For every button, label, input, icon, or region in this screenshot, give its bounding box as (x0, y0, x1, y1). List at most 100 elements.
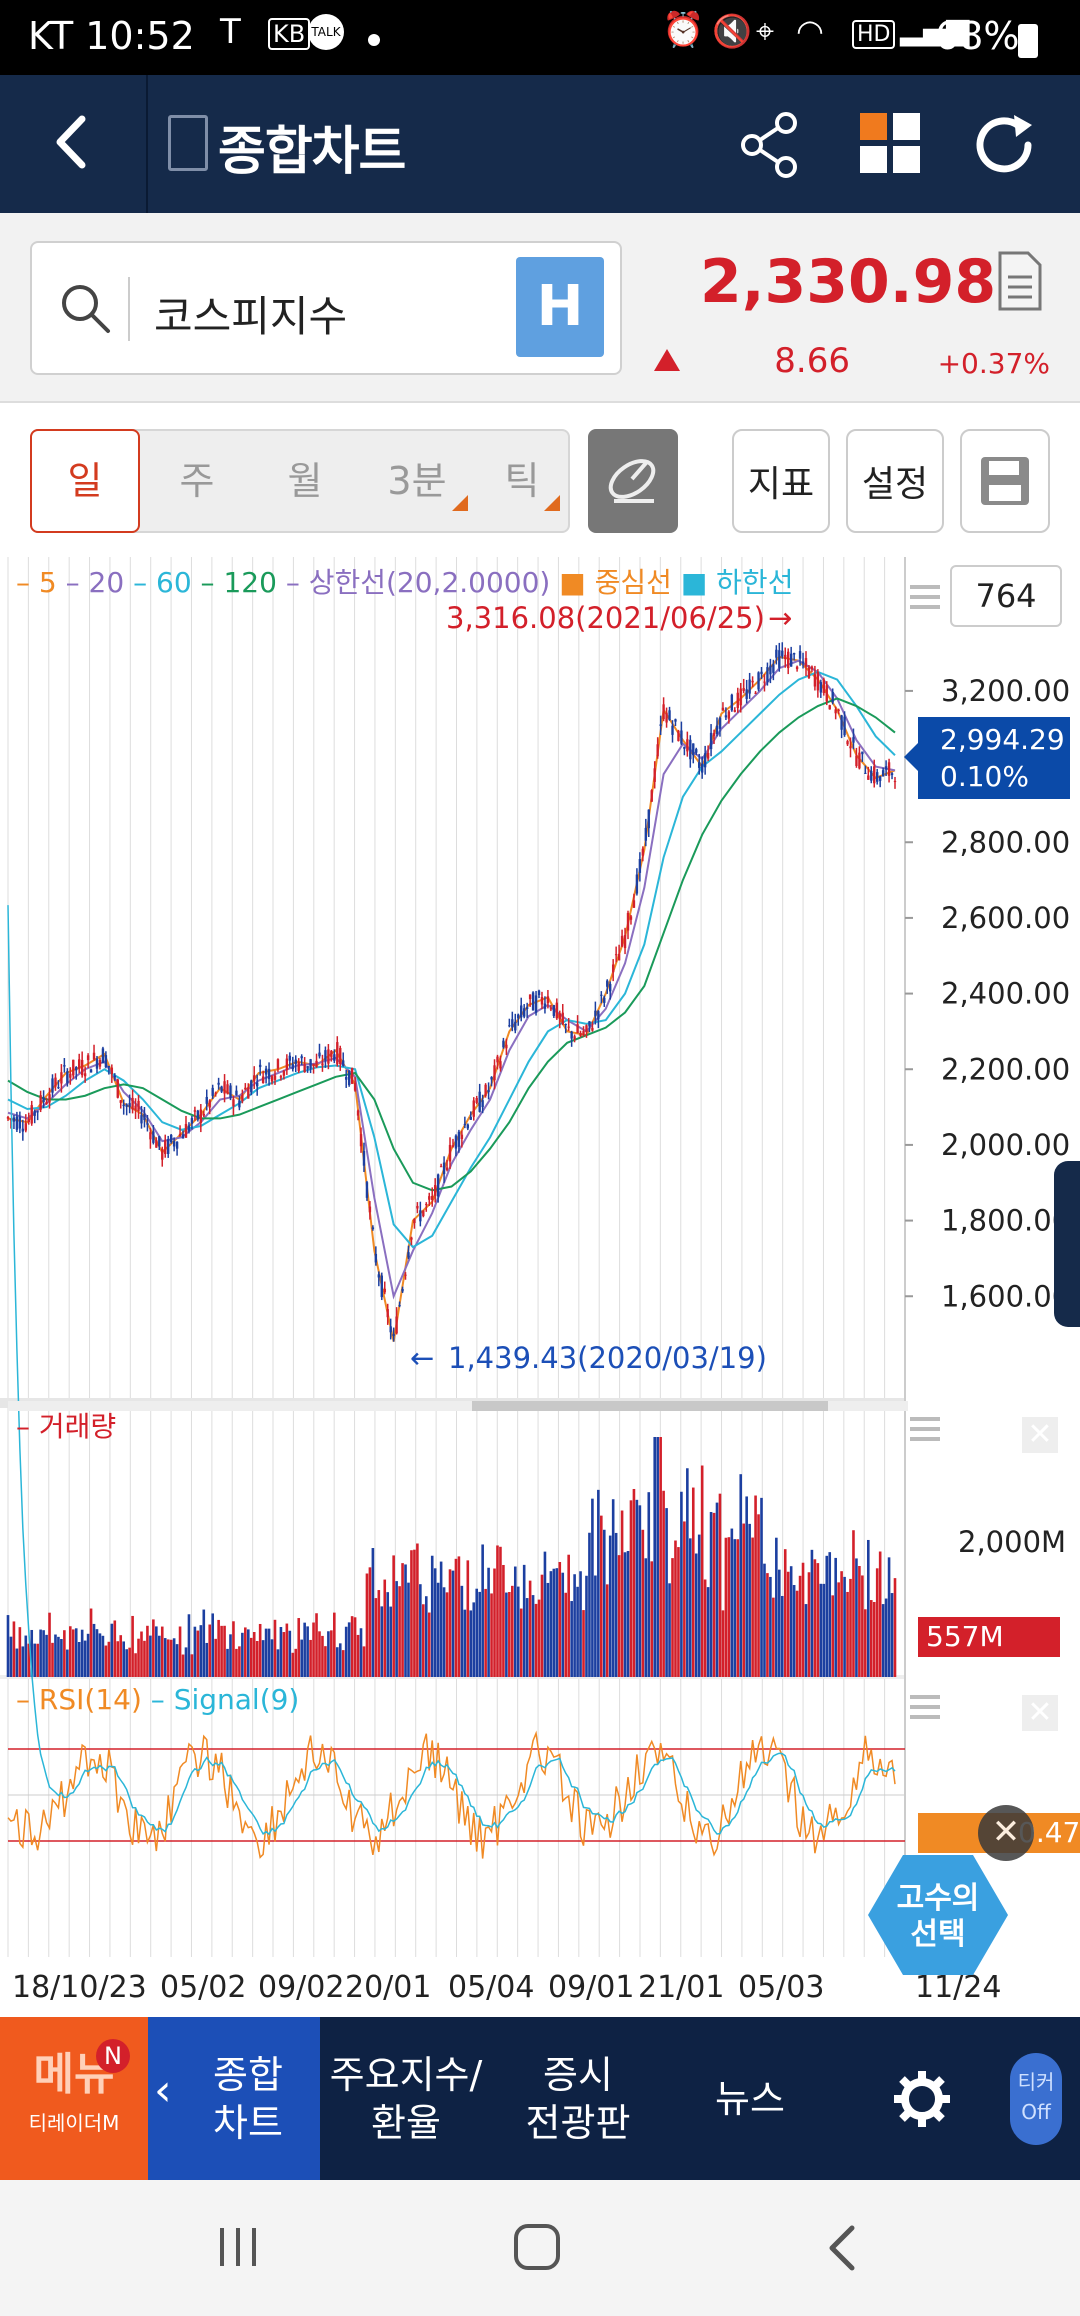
volume-bar (831, 1595, 835, 1677)
volume-bar (650, 1561, 654, 1677)
symbol-search-box[interactable]: 코스피지수 H (30, 241, 622, 375)
close-badge-button[interactable]: ✕ (978, 1805, 1034, 1861)
candle-body (709, 732, 713, 750)
back-nav-button[interactable] (818, 2220, 868, 2276)
candle-body (881, 770, 885, 777)
candle-body (677, 730, 680, 741)
chart-scrollbar-thumb[interactable] (472, 1401, 828, 1411)
candle-body (344, 1076, 348, 1080)
candle-body (733, 710, 737, 712)
candle-body (36, 1111, 39, 1113)
ticker-toggle[interactable]: 티커 Off (1010, 2053, 1062, 2145)
candle-body (617, 954, 621, 961)
volume-bar (45, 1634, 48, 1677)
volume-bar (128, 1647, 131, 1677)
ma-line-20 (7, 659, 896, 1300)
tab-month[interactable]: 월 (287, 459, 323, 503)
close-panel-icon[interactable]: ✕ (1022, 1695, 1058, 1731)
tab-day[interactable]: 일 (30, 429, 140, 533)
volume-bar (214, 1638, 217, 1677)
candle-body (683, 746, 686, 749)
volume-bar (855, 1558, 858, 1677)
nav-settings[interactable] (836, 2017, 1008, 2180)
panel-menu-icon[interactable] (910, 1417, 940, 1447)
arrow-right-icon: → (768, 601, 793, 635)
volume-bar (261, 1640, 265, 1677)
tab-week[interactable]: 주 (179, 459, 215, 503)
legend-ma60: 60 (156, 566, 192, 599)
recents-icon (220, 2228, 256, 2266)
indicator-button[interactable]: 지표 (732, 429, 830, 533)
candle-body (884, 766, 888, 770)
panel-menu-icon[interactable] (910, 585, 940, 615)
nav-news[interactable]: 뉴스 (715, 2076, 785, 2121)
page-title: 종합차트 (218, 122, 406, 182)
chart-area[interactable]: 3,200.00 2,800.00 2,600.00 2,400.00 2,200.00… (0, 557, 1080, 2017)
candle-body (422, 1210, 425, 1217)
nav-index-fx[interactable]: 주요지수/ 환율 (329, 2052, 483, 2145)
tab-3min[interactable]: 3분 (387, 459, 447, 503)
volume-bar (160, 1626, 164, 1677)
nav-combined-chart[interactable]: ‹ 종합 차트 (148, 2017, 320, 2180)
volume-bar (119, 1635, 123, 1677)
dropdown-corner-icon (544, 495, 560, 511)
menu-button[interactable]: 메뉴 티레이더M N (0, 2017, 148, 2180)
memo-icon[interactable] (996, 251, 1044, 311)
volume-bar (24, 1635, 28, 1677)
home-button[interactable] (508, 2218, 568, 2278)
recents-button[interactable] (208, 2222, 268, 2272)
volume-bar (368, 1567, 372, 1677)
symbol-name[interactable]: 코스피지수 (154, 292, 348, 341)
volume-bar (365, 1573, 369, 1677)
volume-bar (712, 1512, 716, 1677)
up-arrow-icon (654, 349, 680, 371)
nav-market-board[interactable]: 증시 전광판 (525, 2052, 631, 2145)
data-count-box[interactable]: 764 (950, 565, 1062, 627)
volume-bar (822, 1583, 826, 1677)
layout-button[interactable] (860, 113, 922, 175)
mute-icon: 🔇 (712, 12, 752, 50)
x-tick-label: 21/01 (638, 1970, 724, 2005)
share-button[interactable] (730, 105, 810, 185)
candle-body (520, 1005, 523, 1018)
back-button[interactable] (30, 97, 120, 187)
candle-body (267, 1068, 271, 1080)
volume-bar (653, 1437, 657, 1677)
candle-body (27, 1119, 30, 1123)
tab-tick[interactable]: 틱 (504, 459, 540, 503)
candle-body (852, 737, 855, 743)
volume-bar (626, 1551, 630, 1677)
candle-body (665, 712, 668, 723)
candle-body (131, 1097, 134, 1110)
compare-button[interactable] (588, 429, 678, 533)
ma-line-120 (7, 697, 896, 1192)
candle-body (253, 1075, 256, 1081)
settings-button[interactable]: 설정 (846, 429, 944, 533)
chart-canvas[interactable]: 3,200.00 2,800.00 2,600.00 2,400.00 2,200.00… (0, 557, 1080, 2017)
side-drawer-handle[interactable] (1054, 1161, 1080, 1327)
volume-bar (217, 1619, 220, 1677)
volume-bar (163, 1638, 167, 1677)
refresh-button[interactable] (966, 105, 1046, 185)
legend-ma5: 5 (38, 566, 57, 599)
close-panel-icon[interactable]: ✕ (1022, 1417, 1058, 1453)
candle-body (181, 1134, 185, 1139)
chart-scrollbar-track[interactable] (8, 1401, 908, 1411)
save-button[interactable] (960, 429, 1050, 533)
candle-body (766, 667, 769, 683)
volume-bar (347, 1622, 351, 1677)
candle-body (837, 709, 840, 711)
volume-bar (763, 1563, 766, 1677)
candle-body (591, 1027, 594, 1031)
candle-body (12, 1117, 16, 1122)
bottom-nav: 메뉴 티레이더M N ‹ 종합 차트 주요지수/ 환율 증시 전광판 뉴스 티커… (0, 2017, 1080, 2180)
candle-body (155, 1140, 158, 1148)
candle-body (745, 689, 748, 699)
battery-icon (1018, 24, 1038, 58)
h-button[interactable]: H (516, 257, 604, 357)
volume-bar (134, 1653, 137, 1677)
candle-body (680, 730, 683, 744)
x-tick-label: 18/10/23 (12, 1970, 147, 2005)
volume-bar (401, 1563, 404, 1677)
panel-menu-icon[interactable] (910, 1695, 940, 1725)
